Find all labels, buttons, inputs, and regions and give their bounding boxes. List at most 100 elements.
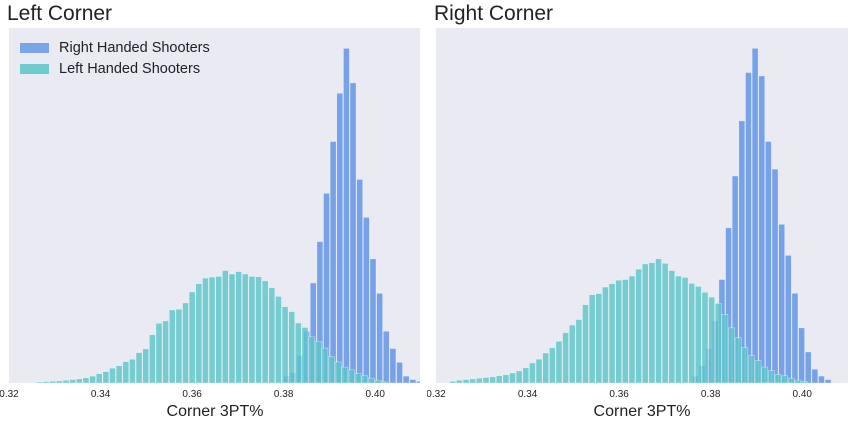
left-handed-bar	[681, 277, 689, 384]
left-handed-bar	[295, 322, 302, 384]
legend-label-right-handed: Right Handed Shooters	[59, 39, 210, 56]
right-handed-bar	[811, 368, 819, 384]
left-handed-bar	[588, 294, 596, 384]
right-handed-bar	[798, 327, 805, 384]
left-handed-bar	[462, 379, 470, 384]
left-handed-bar	[222, 270, 229, 384]
right-handed-bar	[343, 48, 350, 384]
left-handed-bar	[168, 309, 176, 384]
left-handed-bar	[608, 283, 616, 384]
left-handed-bar	[328, 356, 335, 384]
legend-item-left-handed: Left Handed Shooters	[20, 58, 210, 79]
x-axis-label: Corner 3PT%	[167, 403, 264, 420]
left-handed-bar	[301, 327, 309, 384]
left-handed-bar	[641, 263, 649, 384]
left-handed-bar	[708, 296, 715, 384]
right-handed-bar	[329, 141, 337, 384]
left-handed-bar	[334, 361, 342, 384]
left-handed-bar	[628, 275, 636, 384]
left-handed-bar	[354, 373, 362, 384]
left-handed-bar	[62, 379, 70, 384]
left-handed-bar	[202, 277, 209, 384]
left-handed-bar	[149, 334, 156, 384]
left-handed-bar	[255, 276, 262, 384]
right-handed-bar	[824, 379, 832, 384]
left-handed-bar	[261, 280, 269, 384]
left-handed-bar	[248, 276, 256, 384]
left-handed-bar	[754, 360, 762, 384]
left-handed-bar	[741, 347, 749, 384]
left-handed-bar	[568, 324, 576, 384]
right-handed-bar	[402, 375, 410, 384]
left-handed-bar	[695, 286, 702, 384]
left-handed-bar	[69, 379, 77, 384]
left-handed-bar	[555, 340, 563, 384]
left-handed-bar	[648, 262, 656, 384]
right-handed-bar	[745, 72, 752, 384]
left-handed-bar	[456, 379, 463, 384]
left-handed-bar	[109, 367, 116, 384]
left-handed-bar	[774, 374, 782, 384]
left-handed-bar	[714, 303, 722, 384]
x-tick-label: 0.36	[182, 389, 202, 400]
left-handed-bar	[228, 273, 236, 384]
right-handed-bar	[771, 168, 779, 384]
left-handed-bar	[701, 291, 709, 384]
left-handed-bar	[688, 282, 696, 384]
left-handed-bar	[314, 340, 322, 384]
right-handed-bar	[784, 255, 792, 384]
legend-label-left-handed: Left Handed Shooters	[59, 60, 201, 77]
x-tick-label: 0.38	[274, 389, 294, 400]
left-handed-bar	[595, 293, 603, 384]
legend-item-right-handed: Right Handed Shooters	[20, 37, 210, 58]
right-handed-bar	[396, 361, 403, 384]
x-tick-label: 0.36	[609, 389, 629, 400]
left-handed-bar	[529, 362, 536, 384]
left-handed-bar	[348, 369, 355, 384]
x-tick-label: 0.40	[365, 389, 385, 400]
left-handed-bar	[542, 352, 550, 384]
left-handed-bar	[495, 375, 503, 384]
right-handed-bar	[778, 224, 785, 384]
left-handed-bar	[281, 306, 289, 384]
left-handed-bar	[368, 377, 375, 384]
left-handed-bar	[241, 273, 249, 384]
right-handed-bar	[804, 351, 812, 384]
x-tick-label: 0.40	[792, 389, 812, 400]
left-handed-bar	[768, 370, 775, 384]
left-handed-bar	[475, 377, 483, 384]
left-handed-bar	[602, 286, 609, 384]
left-handed-bar	[341, 366, 349, 384]
left-handed-bar	[794, 379, 802, 384]
right-handed-bar	[336, 92, 344, 384]
left-handed-bar	[469, 378, 476, 384]
left-handed-bar	[235, 271, 242, 384]
left-handed-bar	[75, 378, 83, 384]
left-handed-bar	[162, 320, 169, 384]
right-handed-bar	[382, 330, 390, 384]
right-handed-bar	[349, 82, 357, 384]
left-handed-bar	[288, 311, 296, 384]
right-handed-bar	[356, 179, 364, 384]
left-handed-bar	[449, 380, 457, 384]
left-handed-bar	[42, 381, 50, 384]
left-handed-bar	[182, 302, 189, 384]
right-handed-bar	[376, 292, 383, 384]
left-handed-bar	[308, 336, 315, 384]
right-corner-panel: 0.32 0.34 0.36 0.38 0.40 Corner 3PT% Right Co…	[427, 0, 848, 424]
legend: Right Handed Shooters Left Handed Shoote…	[20, 37, 210, 79]
left-handed-bar	[115, 365, 123, 384]
left-handed-bar	[535, 358, 543, 384]
left-handed-bar	[95, 373, 103, 384]
left-handed-bar	[102, 371, 110, 384]
left-handed-bar	[661, 262, 669, 384]
right-handed-bar	[369, 258, 377, 384]
right-handed-bar	[409, 379, 417, 384]
left-handed-bar	[89, 375, 96, 384]
right-handed-bar	[389, 348, 397, 384]
legend-swatch-left-handed	[20, 63, 49, 74]
left-handed-bar	[622, 279, 629, 384]
left-handed-bar	[748, 355, 755, 384]
left-corner-panel: 0.32 0.34 0.36 0.38 0.40 Corner 3PT% Left Cor…	[0, 0, 420, 424]
left-handed-bar	[515, 370, 523, 384]
